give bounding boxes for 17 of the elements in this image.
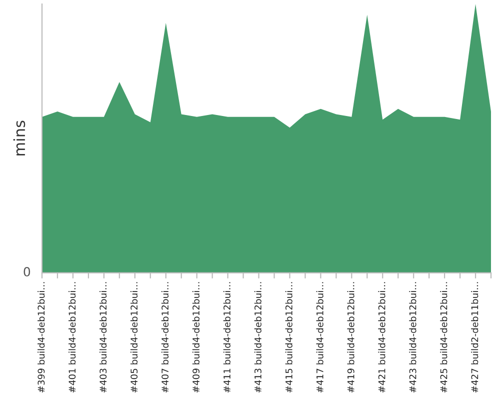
x-tick-label: #417 build4-deb12bui…	[316, 282, 324, 392]
x-tick-label: #413 build4-deb12bui…	[254, 282, 262, 392]
x-tick-label: #407 build4-deb12bui…	[161, 282, 169, 392]
x-tick-label: #415 build4-deb12bui…	[285, 282, 292, 392]
x-tick-label: #423 build4-deb12bui…	[409, 282, 416, 392]
x-tick-label: #427 build2-deb11bui…	[471, 282, 478, 392]
x-tick-label: #419 build4-deb12bui…	[347, 282, 354, 392]
y-axis-title: mins	[13, 120, 26, 156]
x-tick-label: #399 build4-deb12bui…	[38, 282, 45, 392]
text: 0	[24, 266, 30, 276]
x-tick-label: #411 build4-deb12bui…	[223, 282, 230, 392]
x-tick-label: #401 build4-deb12bui…	[68, 282, 76, 392]
x-tick-label: #409 build4-deb12bui…	[192, 282, 200, 392]
x-tick-label: #403 build4-deb12bui…	[99, 282, 107, 392]
x-tick-label: #405 build4-deb12bui…	[130, 282, 138, 392]
x-tick-label: #421 build4-deb12bui…	[378, 282, 386, 392]
x-tick-label: #425 build4-deb12bui…	[440, 282, 448, 392]
